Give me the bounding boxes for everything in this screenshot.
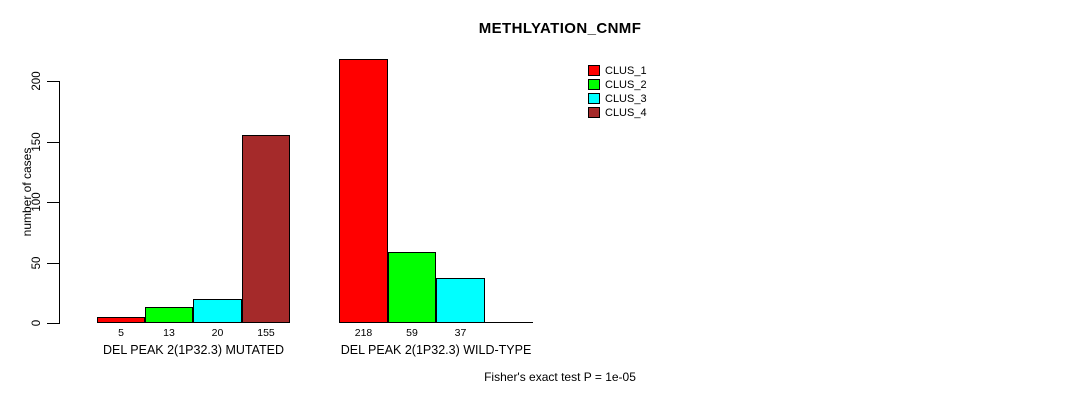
y-axis-tick: [47, 142, 59, 143]
y-tick-label: 150: [31, 132, 43, 152]
bar: [193, 299, 242, 323]
y-axis-tick: [47, 202, 59, 203]
legend-item: CLUS_4: [588, 106, 647, 119]
footnote: Fisher's exact test P = 1e-05: [484, 370, 636, 384]
bar: [97, 317, 145, 323]
legend-item: CLUS_3: [588, 92, 647, 105]
y-tick-label: 50: [31, 256, 43, 270]
y-axis-tick: [47, 81, 59, 82]
bar: [339, 59, 388, 323]
legend-swatch: [588, 93, 600, 104]
y-tick-label: 100: [31, 192, 43, 212]
bar-zero: [485, 322, 533, 323]
legend-label: CLUS_1: [605, 64, 647, 77]
legend-item: CLUS_1: [588, 64, 647, 77]
y-axis-tick: [47, 323, 59, 324]
chart-title: METHLYATION_CNMF: [478, 20, 642, 37]
group-label-wildtype: DEL PEAK 2(1P32.3) WILD-TYPE: [340, 343, 532, 357]
group-label-mutated: DEL PEAK 2(1P32.3) MUTATED: [102, 343, 285, 357]
bar-value-label: 59: [406, 327, 418, 339]
legend-label: CLUS_2: [605, 78, 647, 91]
legend: CLUS_1 CLUS_2 CLUS_3 CLUS_4: [588, 64, 647, 120]
y-tick-label: 200: [31, 71, 43, 91]
bar: [242, 135, 290, 323]
bar-value-label: 5: [118, 327, 124, 339]
y-axis-tick: [47, 263, 59, 264]
legend-label: CLUS_3: [605, 92, 647, 105]
bar: [145, 307, 193, 323]
bar: [388, 252, 436, 323]
bar-value-label: 218: [354, 327, 373, 339]
y-tick-label: 0: [31, 319, 43, 327]
bar-value-label: 37: [454, 327, 467, 339]
bar: [436, 278, 485, 323]
legend-swatch: [588, 107, 600, 118]
legend-item: CLUS_2: [588, 78, 647, 91]
legend-swatch: [588, 65, 600, 76]
legend-swatch: [588, 79, 600, 90]
legend-label: CLUS_4: [605, 106, 647, 119]
bar-value-label: 13: [163, 327, 175, 339]
bar-value-label: 20: [211, 327, 224, 339]
y-axis: [59, 81, 60, 324]
bar-value-label: 155: [257, 327, 275, 339]
